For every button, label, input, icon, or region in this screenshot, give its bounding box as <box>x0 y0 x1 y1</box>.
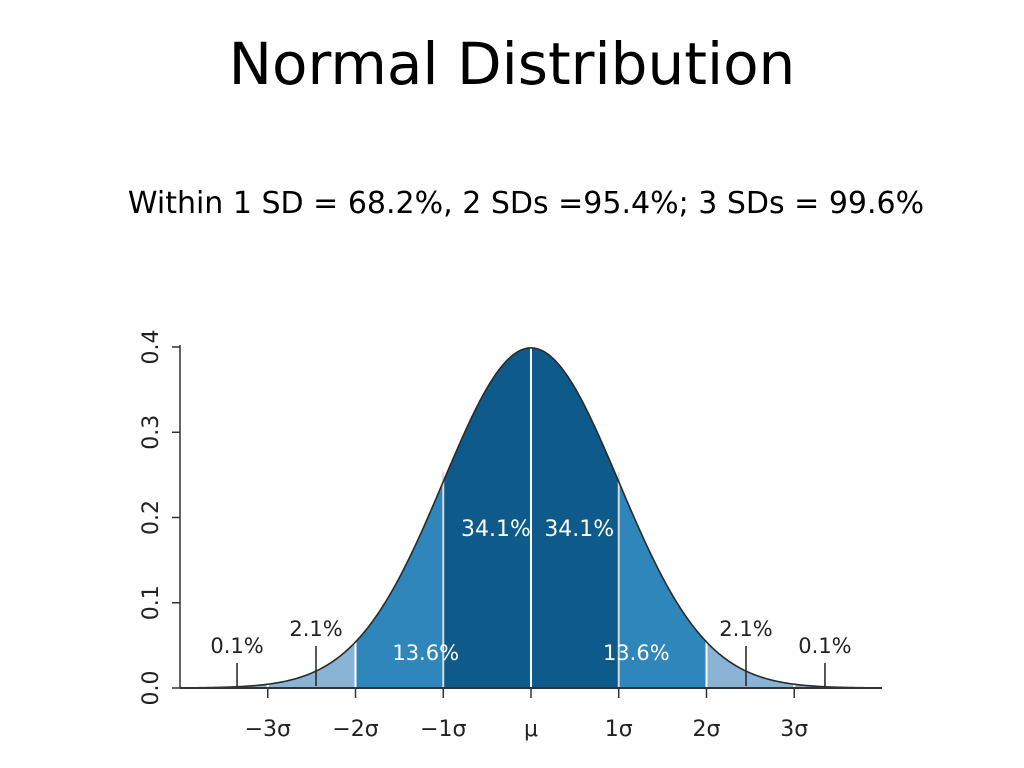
y-tick-label-3: 0.3 <box>139 415 164 450</box>
y-tick-label-0: 0.0 <box>139 671 164 706</box>
percent-label-0: 0.1% <box>210 634 263 658</box>
density-curve <box>179 347 883 689</box>
x-tick-label-5: 2σ <box>693 717 721 742</box>
slide-subtitle: Within 1 SD = 68.2%, 2 SDs =95.4%; 3 SDs… <box>127 186 925 221</box>
percent-label-4: 34.1% <box>544 517 614 542</box>
region-6 <box>706 641 795 688</box>
x-tick-label-4: 1σ <box>605 717 633 742</box>
x-tick-label-3: μ <box>524 717 538 742</box>
percent-label-6: 2.1% <box>719 617 772 641</box>
y-tick-label-2: 0.2 <box>139 500 164 535</box>
x-tick-label-1: −2σ <box>332 717 378 742</box>
percent-label-2: 13.6% <box>392 641 459 665</box>
x-tick-label-6: 3σ <box>780 717 808 742</box>
x-tick-label-2: −1σ <box>420 717 466 742</box>
percent-label-7: 0.1% <box>798 634 851 658</box>
region-1 <box>267 641 356 688</box>
y-tick-label-1: 0.1 <box>139 585 164 620</box>
percent-label-5: 13.6% <box>603 641 670 665</box>
percent-label-1: 2.1% <box>289 617 342 641</box>
x-tick-label-0: −3σ <box>245 717 291 742</box>
percent-label-3: 34.1% <box>461 517 531 542</box>
slide-title: Normal Distribution <box>228 30 796 98</box>
y-tick-label-4: 0.4 <box>139 330 164 365</box>
